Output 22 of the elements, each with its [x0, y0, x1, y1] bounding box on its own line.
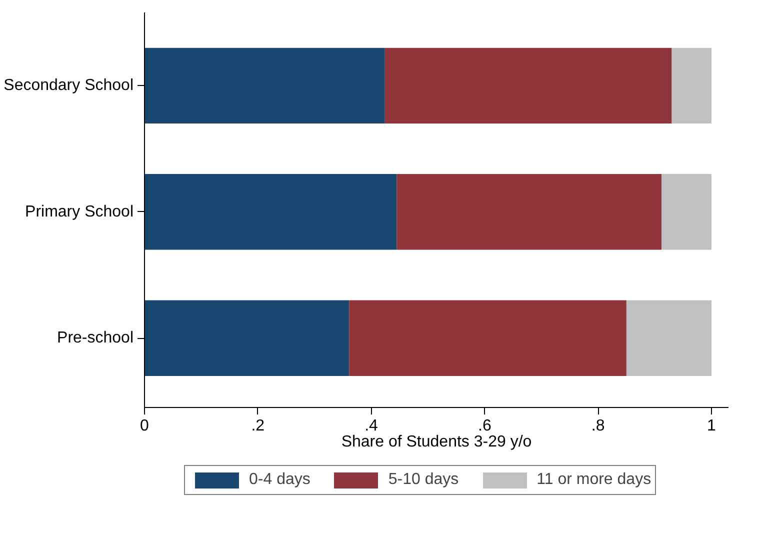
x-tick-label: .4: [364, 418, 378, 434]
x-tick-label: .8: [591, 418, 605, 434]
bar: [672, 48, 712, 124]
legend-label: 0-4 days: [249, 471, 310, 489]
y-tick-label: Pre-school: [57, 330, 134, 347]
bar: [662, 174, 712, 250]
bar: [396, 174, 662, 250]
x-tick-label: .2: [251, 418, 265, 434]
x-tick-label: 1: [707, 418, 716, 434]
x-tick-label: .6: [478, 418, 492, 434]
legend-label: 11 or more days: [536, 471, 652, 489]
legend-label: 5-10 days: [388, 471, 459, 489]
bar: [144, 48, 385, 124]
y-tick-label: Secondary School: [4, 77, 134, 94]
bar: [626, 300, 712, 376]
x-axis-title: Share of Students 3-29 y/o: [341, 434, 532, 450]
bar: [349, 300, 626, 376]
x-tick-label: 0: [140, 418, 150, 434]
bar: [384, 48, 672, 124]
bar: [144, 300, 350, 376]
y-tick-label: Primary School: [25, 203, 134, 220]
bar: [144, 174, 397, 250]
